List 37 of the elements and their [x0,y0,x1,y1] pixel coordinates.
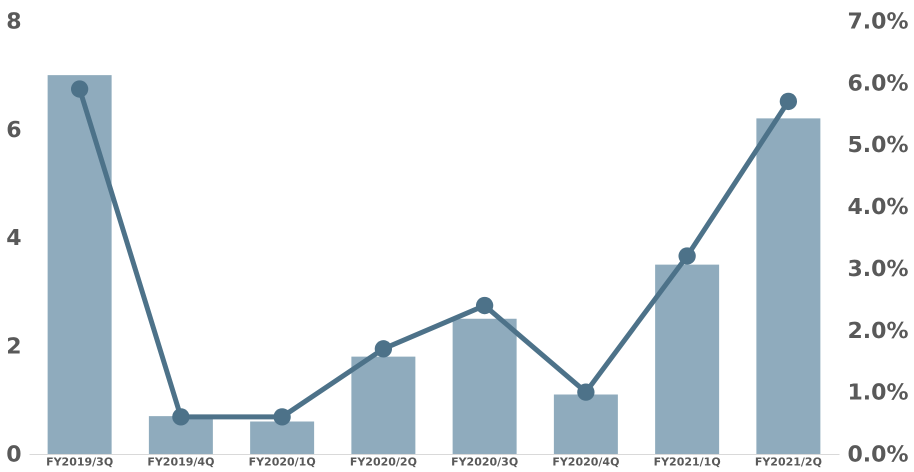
point [374,340,392,358]
x-tick-label: FY2019/4Q [147,456,214,468]
y-tick-label: 2 [6,334,22,360]
x-tick-label: FY2020/4Q [552,456,620,468]
point [172,408,190,426]
bar [48,75,112,454]
y-tick-label: 8 [6,10,22,34]
point [476,296,494,314]
point [678,247,696,265]
x-tick-label: FY2020/1Q [248,456,316,468]
y-tick-label: 0 [6,442,22,468]
x-tick-label: FY2019/3Q [46,456,114,468]
y2-tick-label: 7.0% [848,10,909,34]
point [273,408,291,426]
bar [452,318,517,454]
y2-tick-label: 2.0% [848,318,909,344]
bar [655,264,720,454]
y2-tick-label: 0.0% [848,442,909,468]
bar [554,394,618,454]
bar [148,416,213,454]
y2-tick-label: 3.0% [848,256,909,282]
point [780,92,798,110]
x-tick-label: FY2020/3Q [451,456,518,468]
y-tick-label: 6 [6,118,22,143]
y2-tick-label: 4.0% [848,195,909,220]
point [577,384,595,401]
y2-tick-label: 1.0% [848,380,909,406]
y2-tick-label: 6.0% [848,71,909,96]
bar [756,118,820,454]
x-tick-label: FY2021/2Q [754,456,822,468]
bar [351,356,416,454]
x-tick-label: FY2020/2Q [350,456,417,468]
bar [250,422,314,454]
x-tick-label: FY2021/1Q [654,456,721,468]
y-tick-label: 4 [6,226,22,251]
point [70,80,88,98]
y2-tick-label: 5.0% [848,133,909,158]
